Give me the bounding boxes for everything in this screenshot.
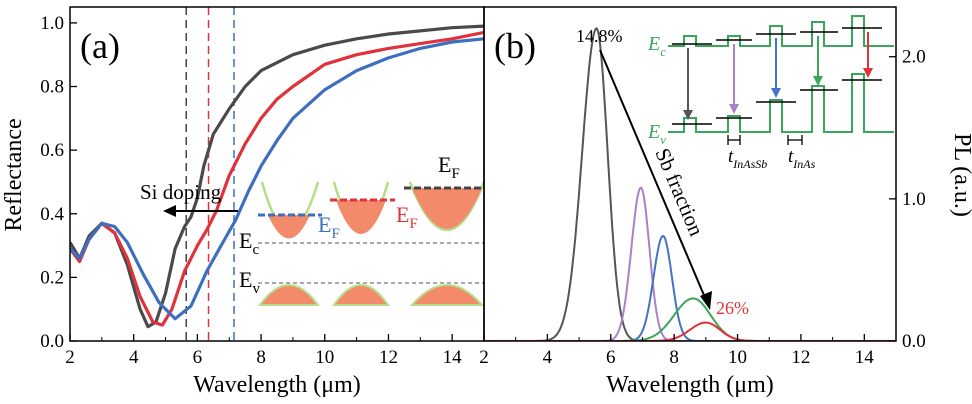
valley-2-fill (336, 200, 386, 234)
reflectance-series (70, 24, 484, 329)
si-doping-label: Si doping (140, 180, 222, 204)
x-tick-label: 10 (728, 347, 747, 368)
peak-label-26: 26% (716, 298, 749, 318)
x-tick-label: 14 (855, 347, 875, 368)
band-diagram-inset: EF Ec Ev EF EF (239, 152, 486, 306)
y-axis-label-b: PL (a.u.) (949, 133, 972, 217)
y-tick-label-right: 1.0 (902, 189, 926, 210)
x-tick-label: 2 (65, 347, 75, 368)
valence-1 (258, 284, 320, 306)
pl-peak-4 (484, 297, 896, 341)
x-tick-label: 14 (443, 347, 463, 368)
ev-label: Ev (239, 267, 260, 297)
ev-inset-label: Ev (647, 121, 666, 147)
ec-superlattice-profile (668, 15, 894, 47)
reflectance-line-blue (70, 37, 484, 321)
ef-label-main: EF (438, 152, 460, 182)
y-tick-label: 0.8 (40, 77, 64, 98)
ec-inset-label: Ec (647, 33, 666, 59)
x-tick-label: 12 (379, 347, 398, 368)
y-tick-label: 0.0 (40, 331, 64, 352)
transition-arrows (683, 32, 873, 120)
valence-2 (332, 284, 390, 306)
valley-1-fill (268, 215, 310, 239)
reflectance-line-red (70, 30, 484, 327)
peak-label-14-8: 14.8% (576, 26, 623, 46)
t-inas-label: tInAs (788, 146, 816, 171)
sb-fraction-arrow (599, 49, 707, 301)
t-inassb-label: tInAsSb (728, 146, 767, 171)
x-tick-label: 2 (479, 347, 489, 368)
y-tick-label: 1.0 (40, 13, 64, 34)
x-tick-label: 8 (256, 347, 266, 368)
y-tick-label: 0.4 (40, 204, 64, 225)
pl-peak-1 (484, 27, 896, 341)
x-tick-label: 6 (606, 347, 616, 368)
sb-fraction-arrowhead (700, 291, 712, 310)
y-tick-label-right: 2.0 (902, 47, 926, 68)
thickness-markers (727, 135, 803, 145)
y-tick-label: 0.2 (40, 267, 64, 288)
subband-levels (672, 27, 882, 125)
fermi-reference-lines (185, 7, 235, 341)
valence-3 (409, 284, 485, 306)
ef-blue-label: EF (318, 212, 340, 242)
ef-red-label: EF (396, 202, 418, 232)
y-tick-label-right: 0.0 (902, 331, 926, 352)
pl-peak-5 (484, 321, 896, 341)
x-tick-label: 4 (129, 347, 139, 368)
si-doping-arrowhead (163, 205, 176, 217)
y-axis-label-a: Reflectance (1, 118, 27, 231)
x-ticks-a: 2 4 6 8 10 12 14 (65, 334, 462, 368)
panel-b: Sb fraction 14.8% 26% (479, 6, 972, 398)
x-tick-label: 4 (543, 347, 553, 368)
y-ticks-b: 0.0 1.0 2.0 (889, 47, 926, 352)
x-tick-label: 8 (669, 347, 679, 368)
pl-peak-3 (484, 234, 896, 341)
axes-frame-b (483, 6, 897, 342)
y-tick-label: 0.6 (40, 140, 64, 161)
valley-3-fill (412, 188, 482, 229)
x-axis-label-b: Wavelength (μm) (606, 372, 774, 398)
panel-label-a: (a) (80, 26, 120, 66)
panel-a: EF Ec Ev EF EF Si doping 2 4 6 8 10 12 14 0.00… (1, 6, 486, 398)
sb-fraction-label: Sb fraction (650, 145, 709, 240)
superlattice-inset: Ec Ev tInAsSb tInAs (647, 15, 894, 171)
panel-label-b: (b) (494, 26, 536, 66)
x-axis-label-a: Wavelength (μm) (193, 372, 361, 398)
x-tick-label: 12 (791, 347, 810, 368)
x-ticks-b: 2 4 6 8 10 12 14 (479, 334, 874, 368)
x-tick-label: 6 (193, 347, 203, 368)
si-doping-annotation: Si doping (140, 180, 238, 217)
y-ticks-a: 0.0 0.2 0.4 0.6 0.8 1.0 (40, 13, 77, 352)
x-tick-label: 10 (315, 347, 334, 368)
reflectance-line-dark-gray (70, 24, 484, 329)
ec-label: Ec (239, 228, 259, 258)
ev-superlattice-profile (668, 73, 894, 133)
pl-series (484, 27, 896, 341)
